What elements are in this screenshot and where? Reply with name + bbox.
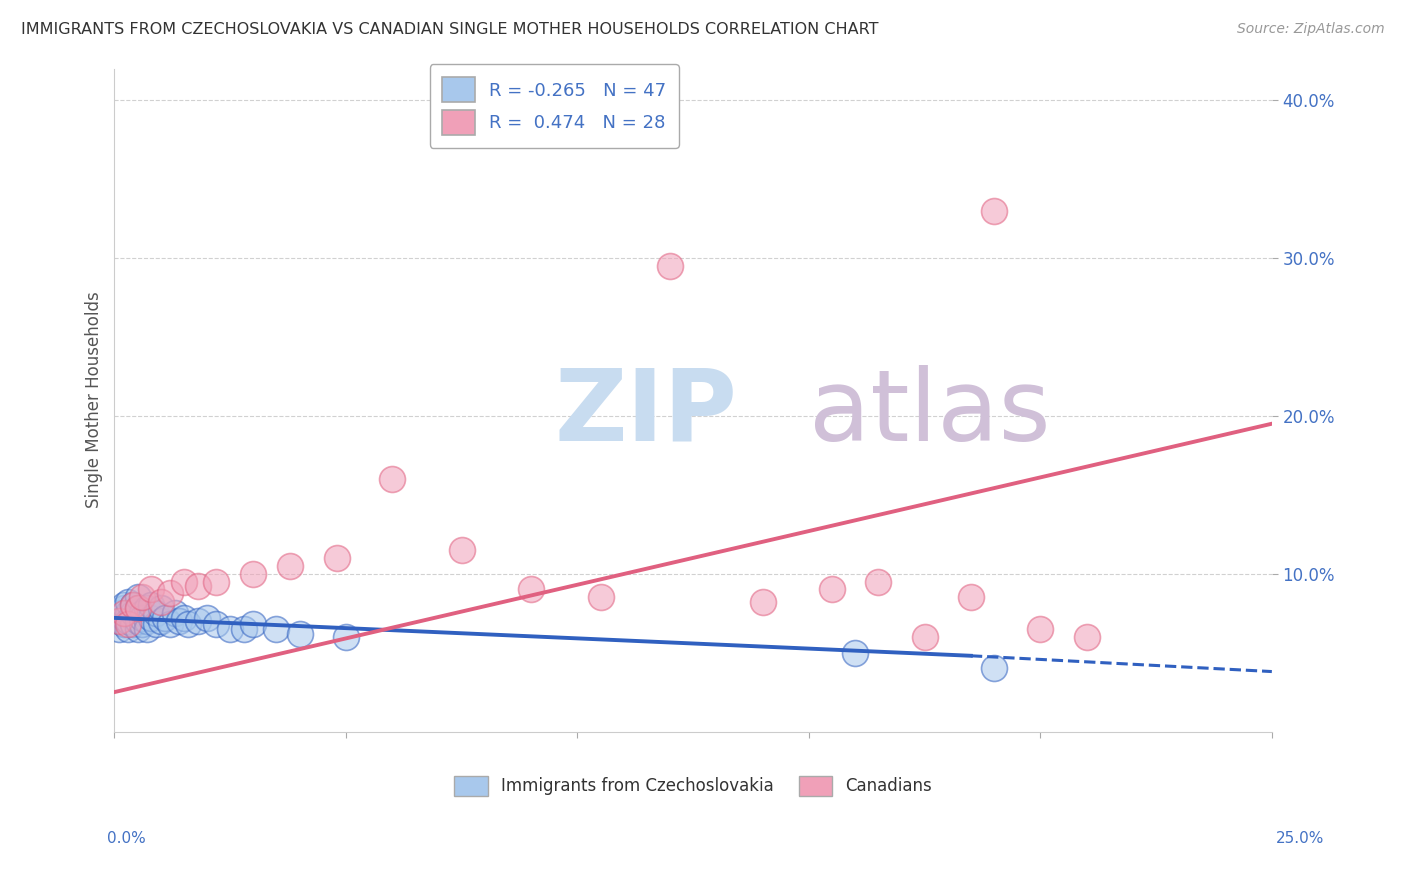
Point	[117, 622, 139, 636]
Point	[266, 622, 288, 636]
Point	[127, 591, 149, 605]
Point	[205, 574, 228, 589]
Point	[112, 606, 135, 620]
Point	[108, 614, 131, 628]
Point	[983, 661, 1005, 675]
Point	[1029, 622, 1052, 636]
Point	[141, 582, 163, 597]
Point	[131, 611, 153, 625]
Y-axis label: Single Mother Households: Single Mother Households	[86, 292, 103, 508]
Point	[821, 582, 844, 597]
Point	[173, 611, 195, 625]
Point	[381, 472, 404, 486]
Point	[155, 611, 177, 625]
Point	[112, 601, 135, 615]
Point	[589, 591, 612, 605]
Point	[844, 646, 866, 660]
Text: 0.0%: 0.0%	[107, 831, 146, 846]
Text: ZIP: ZIP	[554, 365, 737, 462]
Point	[149, 614, 172, 628]
Point	[122, 617, 145, 632]
Point	[135, 601, 157, 615]
Point	[325, 550, 347, 565]
Point	[520, 582, 543, 597]
Text: 25.0%: 25.0%	[1277, 831, 1324, 846]
Point	[141, 611, 163, 625]
Point	[159, 585, 181, 599]
Point	[177, 617, 200, 632]
Point	[187, 614, 209, 628]
Point	[163, 606, 186, 620]
Point	[173, 574, 195, 589]
Point	[159, 617, 181, 632]
Point	[112, 611, 135, 625]
Point	[335, 630, 357, 644]
Text: Source: ZipAtlas.com: Source: ZipAtlas.com	[1237, 22, 1385, 37]
Point	[108, 622, 131, 636]
Point	[112, 599, 135, 613]
Point	[149, 595, 172, 609]
Legend: Immigrants from Czechoslovakia, Canadians: Immigrants from Czechoslovakia, Canadian…	[447, 769, 939, 803]
Point	[131, 617, 153, 632]
Point	[122, 599, 145, 613]
Point	[960, 591, 983, 605]
Point	[141, 599, 163, 613]
Point	[112, 617, 135, 632]
Point	[914, 630, 936, 644]
Point	[242, 566, 264, 581]
Point	[122, 606, 145, 620]
Point	[219, 622, 242, 636]
Point	[108, 614, 131, 628]
Point	[127, 622, 149, 636]
Point	[659, 259, 682, 273]
Point	[131, 591, 153, 605]
Point	[868, 574, 890, 589]
Point	[117, 595, 139, 609]
Point	[751, 595, 773, 609]
Point	[195, 611, 218, 625]
Point	[108, 606, 131, 620]
Point	[135, 622, 157, 636]
Point	[117, 606, 139, 620]
Text: IMMIGRANTS FROM CZECHOSLOVAKIA VS CANADIAN SINGLE MOTHER HOUSEHOLDS CORRELATION : IMMIGRANTS FROM CZECHOSLOVAKIA VS CANADI…	[21, 22, 879, 37]
Point	[127, 614, 149, 628]
Point	[135, 614, 157, 628]
Point	[280, 558, 302, 573]
Point	[187, 579, 209, 593]
Point	[288, 626, 311, 640]
Point	[122, 599, 145, 613]
Point	[983, 203, 1005, 218]
Point	[149, 601, 172, 615]
Point	[131, 606, 153, 620]
Point	[450, 543, 472, 558]
Point	[117, 614, 139, 628]
Point	[242, 617, 264, 632]
Text: atlas: atlas	[808, 365, 1050, 462]
Point	[205, 617, 228, 632]
Point	[145, 617, 167, 632]
Point	[127, 601, 149, 615]
Point	[1076, 630, 1098, 644]
Point	[167, 614, 190, 628]
Point	[233, 622, 256, 636]
Point	[117, 617, 139, 632]
Point	[127, 601, 149, 615]
Point	[145, 606, 167, 620]
